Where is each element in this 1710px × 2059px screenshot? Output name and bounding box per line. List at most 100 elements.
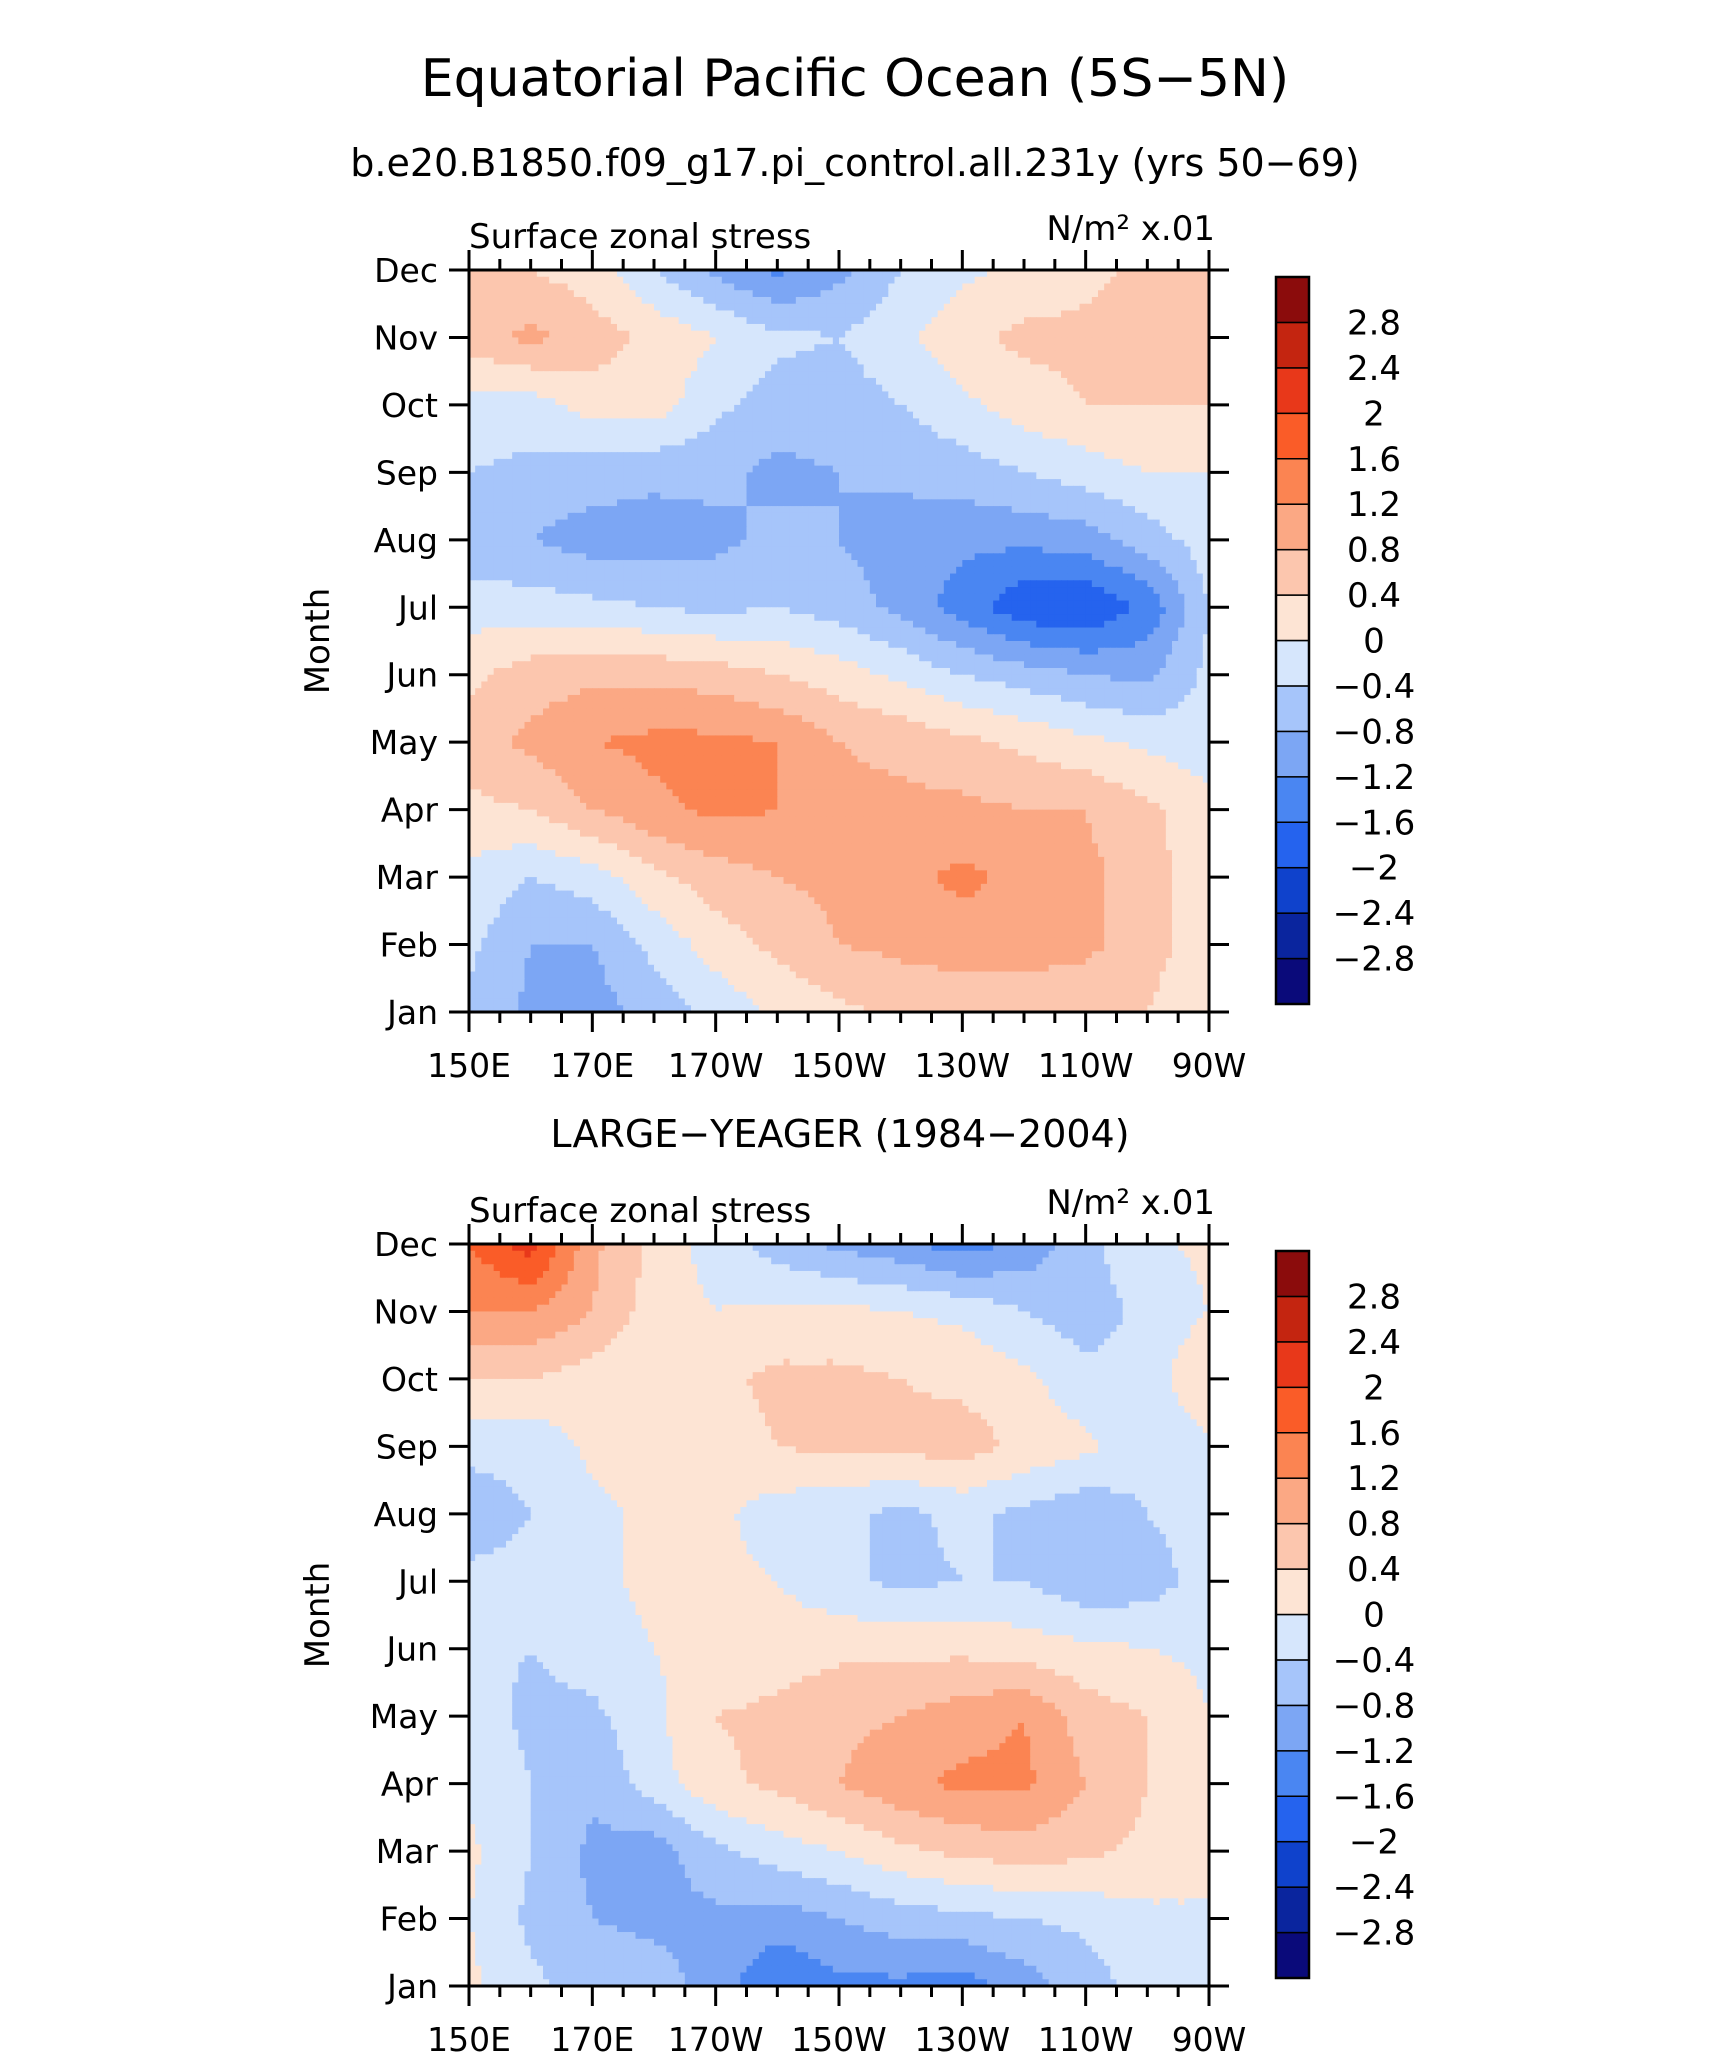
field-cell xyxy=(783,310,791,318)
field-cell xyxy=(999,391,1007,399)
field-cell xyxy=(1061,479,1068,487)
field-cell xyxy=(783,283,791,291)
field-cell xyxy=(555,519,563,527)
field-cell xyxy=(931,384,939,393)
field-cell xyxy=(931,425,939,433)
field-cell xyxy=(610,411,618,419)
field-cell xyxy=(691,465,698,473)
field-cell xyxy=(746,519,754,527)
field-cell xyxy=(703,357,711,366)
field-cell xyxy=(586,323,593,332)
field-cell xyxy=(1172,533,1179,541)
field-cell xyxy=(555,290,563,298)
field-cell xyxy=(499,458,507,467)
field-cell xyxy=(1202,364,1210,372)
field-cell xyxy=(820,303,828,312)
field-cell xyxy=(469,526,476,534)
field-cell xyxy=(869,479,877,487)
field-cell xyxy=(1135,499,1142,507)
field-cell xyxy=(987,438,994,446)
field-cell xyxy=(610,479,618,487)
field-cell xyxy=(721,425,729,433)
field-cell xyxy=(629,357,637,366)
field-cell xyxy=(518,364,526,372)
field-cell xyxy=(499,377,507,386)
field-cell xyxy=(567,296,575,305)
field-cell xyxy=(487,337,495,345)
field-cell xyxy=(654,465,661,473)
field-cell xyxy=(987,323,994,332)
field-cell xyxy=(641,377,649,386)
field-cell xyxy=(789,472,797,480)
field-cell xyxy=(906,350,914,359)
field-cell xyxy=(1048,465,1056,473)
field-cell xyxy=(573,418,581,426)
field-cell xyxy=(869,404,877,413)
field-cell xyxy=(900,270,908,278)
field-cell xyxy=(999,438,1007,446)
field-cell xyxy=(765,472,772,480)
field-cell xyxy=(1184,519,1192,527)
field-cell xyxy=(795,290,803,298)
field-cell xyxy=(1153,431,1161,440)
field-cell xyxy=(820,485,828,494)
field-cell xyxy=(783,364,791,372)
field-cell xyxy=(919,533,926,541)
field-cell xyxy=(493,539,501,548)
field-cell xyxy=(1128,371,1136,379)
field-cell xyxy=(845,357,852,366)
field-cell xyxy=(752,296,760,305)
field-cell xyxy=(758,377,766,386)
field-cell xyxy=(925,398,933,406)
field-cell xyxy=(1079,512,1087,521)
field-cell xyxy=(1079,371,1087,379)
field-cell xyxy=(783,270,791,278)
field-cell xyxy=(851,472,859,480)
field-cell xyxy=(493,371,501,379)
field-cell xyxy=(758,499,766,507)
field-cell xyxy=(1091,452,1099,460)
field-cell xyxy=(592,445,600,453)
field-cell xyxy=(481,276,489,285)
field-cell xyxy=(839,377,846,386)
field-cell xyxy=(802,344,809,352)
field-cell xyxy=(752,479,760,487)
field-cell xyxy=(1153,425,1161,433)
field-cell xyxy=(715,458,723,467)
field-cell xyxy=(475,323,482,332)
field-cell xyxy=(1079,533,1087,541)
field-cell xyxy=(1104,364,1111,372)
field-cell xyxy=(1079,472,1087,480)
field-cell xyxy=(703,344,711,352)
field-cell xyxy=(703,296,711,305)
field-cell xyxy=(968,344,976,352)
field-cell xyxy=(758,458,766,467)
field-cell xyxy=(900,330,908,339)
field-cell xyxy=(894,404,902,413)
field-cell xyxy=(499,479,507,487)
field-cell xyxy=(1073,398,1081,406)
field-cell xyxy=(549,492,556,500)
field-cell xyxy=(962,539,970,548)
field-cell xyxy=(610,344,618,352)
field-cell xyxy=(943,438,951,446)
field-cell xyxy=(481,270,489,278)
field-cell xyxy=(968,492,976,500)
field-cell xyxy=(623,296,630,305)
field-cell xyxy=(1184,506,1192,514)
field-cell xyxy=(1024,438,1031,446)
field-cell xyxy=(684,533,692,541)
field-cell xyxy=(863,472,871,480)
field-cell xyxy=(1042,499,1050,507)
field-cell xyxy=(672,371,680,379)
field-cell xyxy=(931,526,939,534)
field-cell xyxy=(820,438,828,446)
field-cell xyxy=(697,323,704,332)
field-cell xyxy=(980,499,988,507)
field-cell xyxy=(820,492,828,500)
field-cell xyxy=(851,276,859,285)
field-cell xyxy=(1141,377,1148,386)
field-cell xyxy=(506,398,513,406)
field-cell xyxy=(475,492,482,500)
field-cell xyxy=(832,398,840,406)
